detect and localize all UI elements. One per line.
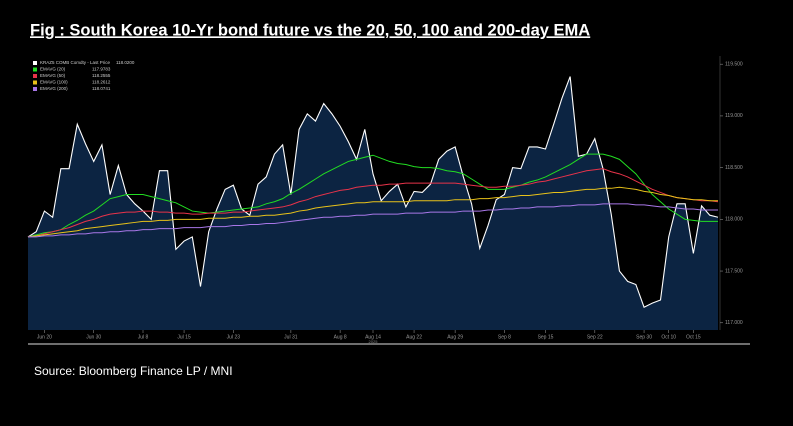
legend-value: 118.0741 (92, 86, 111, 91)
x-tick-label: Aug 22 (406, 334, 422, 340)
x-tick-label: Sep 15 (538, 334, 554, 340)
legend-value: 118.2612 (92, 80, 111, 85)
x-tick-label: Jul 8 (138, 334, 149, 340)
legend-label: EMAVG (20) (40, 67, 66, 72)
legend-label: EMAVG (200) (40, 86, 68, 91)
x-tick-label: Jul 15 (177, 334, 191, 340)
y-tick-label: 117.000 (725, 320, 743, 326)
legend-label: EMAVG (100) (40, 80, 68, 85)
legend-swatch (33, 87, 37, 91)
x-tick-label: Aug 29 (447, 334, 463, 340)
legend-label: KRAZ5 COMB Comdty - Last Price (40, 60, 111, 65)
legend-swatch (33, 67, 37, 72)
y-tick-label: 117.500 (725, 268, 743, 274)
legend-swatch (33, 61, 37, 65)
x-tick-label: Jul 31 (284, 334, 298, 340)
y-tick-label: 118.000 (725, 217, 743, 223)
x-annotation: 2025 (369, 339, 379, 344)
source: Source: Bloomberg Finance LP / MNI (34, 364, 233, 378)
x-tick-label: Jun 30 (86, 334, 101, 340)
x-tick-label: Aug 8 (334, 334, 347, 340)
x-tick-label: Aug 14 (365, 334, 381, 340)
y-tick-label: 118.500 (725, 165, 743, 171)
line (28, 203, 718, 238)
y-tick-label: 119.500 (725, 62, 743, 68)
legend-value: 118.0200 (116, 60, 135, 65)
area (28, 76, 718, 330)
legend-swatch (33, 80, 37, 85)
line (27, 168, 719, 238)
x-tick-label: Oct 15 (686, 334, 701, 340)
line (27, 153, 718, 238)
x-tick-label: Sep 22 (587, 334, 603, 340)
y-tick-label: 119.000 (725, 113, 743, 119)
line (27, 186, 718, 238)
chart-title: Fig : South Korea 10-Yr bond future vs t… (30, 21, 590, 39)
legend-label: EMAVG (50) (40, 73, 66, 78)
x-tick-label: Jul 23 (227, 334, 241, 340)
x-tick-label: Oct 10 (661, 334, 676, 340)
x-tick-label: Sep 8 (498, 334, 511, 340)
legend-value: 117.9783 (92, 67, 111, 72)
x-tick-label: Jun 20 (37, 334, 52, 340)
x-tick-label: Sep 30 (636, 334, 652, 340)
legend-value: 118.2555 (92, 73, 111, 78)
legend-swatch (33, 74, 37, 78)
